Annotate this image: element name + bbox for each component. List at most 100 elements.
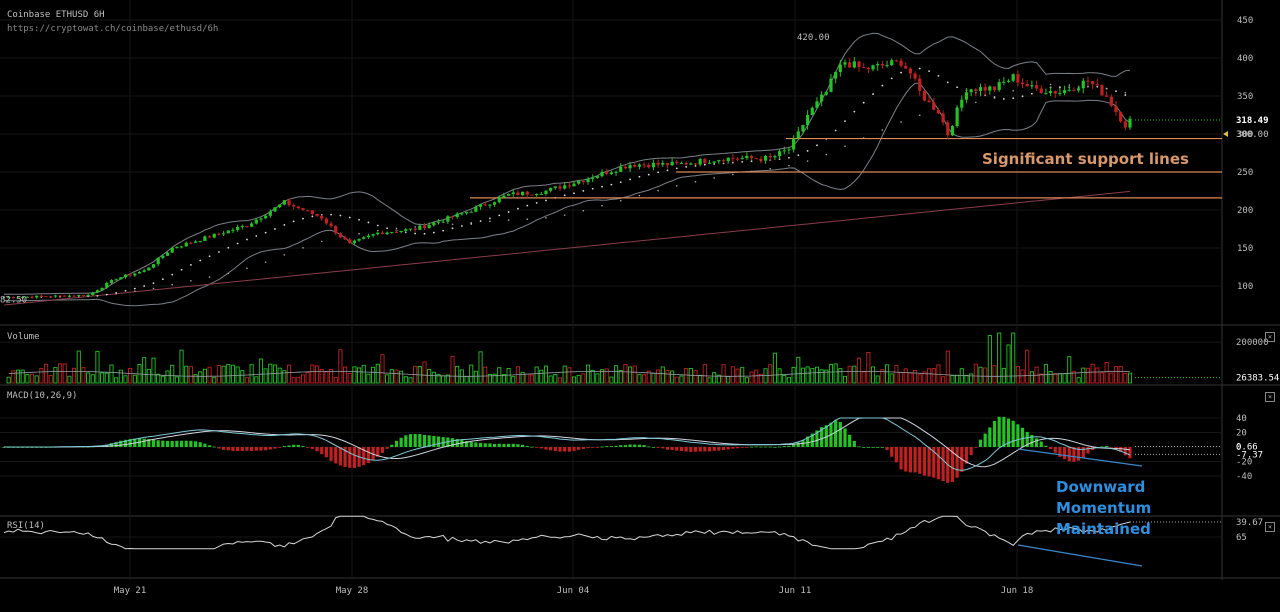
price-axis-tick: 200 xyxy=(1237,206,1253,216)
ma-dot xyxy=(180,268,183,271)
volume-bar xyxy=(1048,371,1053,384)
ma-dot xyxy=(638,194,641,197)
ma-dot xyxy=(825,153,828,156)
candle-body xyxy=(572,183,576,187)
macd-histogram-bar xyxy=(969,447,973,456)
candle-body xyxy=(133,273,137,276)
volume-bar xyxy=(282,370,287,384)
macd-histogram-bar xyxy=(717,447,721,451)
ma-dot xyxy=(685,166,688,168)
ma-dot xyxy=(750,160,753,163)
volume-bar xyxy=(399,370,404,384)
volume-bar xyxy=(357,367,362,384)
ma-dot xyxy=(227,272,230,275)
volume-bar xyxy=(730,366,735,384)
macd-histogram-bar xyxy=(250,447,254,452)
macd-histogram-bar xyxy=(1039,441,1043,447)
macd-histogram-bar xyxy=(525,445,529,447)
macd-signal-line xyxy=(4,417,1131,468)
volume-close-icon[interactable]: × xyxy=(1265,332,1275,342)
volume-bar xyxy=(48,374,53,384)
rsi-line xyxy=(3,515,1131,550)
candle-body xyxy=(600,171,604,177)
volume-bar xyxy=(894,365,899,384)
macd-histogram-bar xyxy=(997,416,1001,447)
macd-close-icon[interactable]: × xyxy=(1265,392,1275,402)
volume-bar xyxy=(254,376,259,384)
macd-histogram-bar xyxy=(408,434,413,447)
candle-body xyxy=(30,296,34,298)
candle-body xyxy=(63,295,67,297)
macd-histogram-bar xyxy=(362,447,366,466)
volume-bar xyxy=(394,369,399,384)
volume-bar xyxy=(160,375,165,384)
ma-dot xyxy=(302,217,304,220)
macd-axis-tick: 40 xyxy=(1236,414,1247,424)
volume-bar xyxy=(212,377,217,384)
volume-bar xyxy=(188,366,193,384)
volume-bar xyxy=(385,374,390,384)
ma-dot xyxy=(479,220,482,223)
ma-dot xyxy=(619,200,622,202)
candle-body xyxy=(960,99,964,108)
volume-bar xyxy=(1076,377,1081,384)
candle-body xyxy=(763,155,768,161)
candle-body xyxy=(273,207,277,212)
volume-bar xyxy=(534,366,539,384)
macd-histogram-bar xyxy=(161,440,165,447)
candle-body xyxy=(226,230,230,234)
macd-histogram-bar xyxy=(880,447,884,448)
macd-histogram-bar xyxy=(810,433,814,447)
volume-bar xyxy=(656,369,661,384)
candle-body xyxy=(376,232,380,235)
volume-bar xyxy=(263,368,268,384)
macd-histogram-bar xyxy=(806,436,810,447)
ma-dot xyxy=(376,229,379,232)
candle-body xyxy=(642,164,646,166)
macd-histogram-bar xyxy=(735,447,740,449)
macd-histogram-bar xyxy=(273,447,277,449)
ma-dot xyxy=(629,178,631,181)
rsi-close-icon[interactable]: × xyxy=(1265,522,1275,532)
macd-histogram-bar xyxy=(156,440,160,447)
volume-bar xyxy=(240,370,245,384)
volume-bar xyxy=(679,375,684,384)
candle-body xyxy=(558,186,562,189)
candle-body xyxy=(862,67,866,69)
macd-histogram-bar xyxy=(773,446,777,448)
volume-bar xyxy=(1085,367,1091,384)
ma-dot xyxy=(376,224,379,227)
candle-body xyxy=(422,225,427,228)
candle-body xyxy=(857,61,861,68)
macd-histogram-bar xyxy=(824,425,828,447)
ma-dot xyxy=(928,70,930,72)
candle-body xyxy=(259,218,263,220)
volume-bar xyxy=(1020,369,1025,384)
volume-bar xyxy=(1043,364,1048,384)
candle-body xyxy=(656,162,660,165)
macd-histogram-bar xyxy=(128,439,132,447)
candle-body xyxy=(880,64,884,66)
volume-bar xyxy=(1067,356,1072,384)
volume-bar xyxy=(492,373,497,384)
candle-body xyxy=(978,87,983,91)
macd-histogram-bar xyxy=(474,442,478,447)
macd-histogram-bar xyxy=(651,446,656,448)
candle-body xyxy=(221,233,226,235)
candle-body xyxy=(595,176,599,179)
ma-dot xyxy=(900,71,902,74)
candle-body xyxy=(553,186,557,188)
volume-bar xyxy=(903,368,908,384)
volume-bar xyxy=(740,367,745,384)
ma-dot xyxy=(591,187,594,190)
ma-dot xyxy=(526,218,529,221)
volume-bar xyxy=(469,364,474,384)
macd-histogram-bar xyxy=(591,447,595,448)
volume-bar xyxy=(408,377,413,384)
macd-histogram-bar xyxy=(539,447,543,449)
volume-bar xyxy=(637,373,642,384)
chart-url[interactable]: https://cryptowat.ch/coinbase/ethusd/6h xyxy=(7,24,219,34)
macd-histogram-bar xyxy=(497,443,501,447)
ma-dot xyxy=(414,226,416,228)
ma-dot xyxy=(582,209,585,212)
